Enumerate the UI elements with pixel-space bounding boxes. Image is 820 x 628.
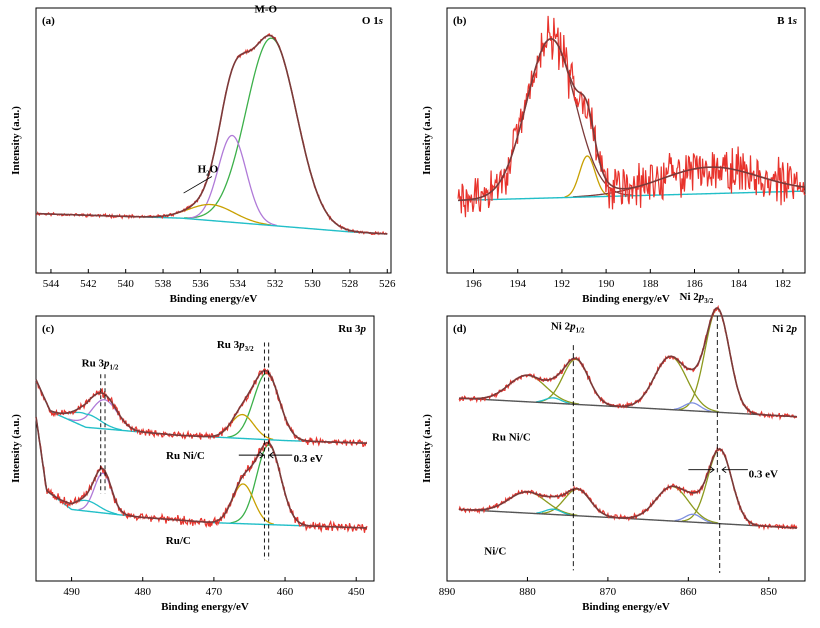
x-tick-label: 450	[348, 586, 365, 598]
x-tick-label: 490	[63, 586, 80, 598]
panel-label: (c)	[42, 323, 55, 335]
annotation-label: Ru Ni/C	[492, 432, 531, 444]
annotation-label: Ru/C	[166, 535, 191, 547]
shift-arrow-left	[721, 466, 748, 474]
annotation-label: 0.3 eV	[294, 453, 323, 465]
fit-envelope-line	[459, 448, 798, 529]
annotation-arrow	[183, 176, 213, 194]
fit-envelope-line	[35, 416, 367, 529]
x-tick-label: 526	[379, 278, 396, 290]
fit-envelope-line	[35, 369, 367, 444]
raw-data-line	[458, 445, 798, 531]
spectrum-label: Ni 2p	[772, 323, 797, 335]
fit-envelope-line	[459, 307, 798, 418]
fit-envelope-line	[458, 38, 806, 202]
x-tick-label: 542	[80, 278, 97, 290]
annotation-label: Ni 2p1/2	[551, 320, 585, 334]
annotation-label: Ni/C	[484, 546, 506, 558]
fit-component-peak	[536, 397, 571, 405]
x-tick-label: 536	[192, 278, 209, 290]
fit-component-peak	[187, 134, 278, 227]
x-tick-label: 192	[554, 278, 571, 290]
x-tick-label: 194	[509, 278, 526, 290]
annotation-label: M-O	[255, 4, 278, 16]
fit-component-peak	[564, 155, 611, 198]
plot-frame	[446, 315, 806, 582]
x-tick-label: 538	[155, 278, 172, 290]
annotation-label: Ru 3p3/2	[217, 339, 254, 353]
x-tick-label: 870	[600, 586, 617, 598]
x-tick-label: 850	[761, 586, 778, 598]
annotation-label: Ru 3p1/2	[82, 357, 119, 371]
plot-frame	[35, 315, 375, 582]
x-tick-label: 182	[775, 278, 792, 290]
x-tick-label: 544	[43, 278, 60, 290]
x-tick-label: 890	[439, 586, 456, 598]
raw-data-line	[35, 417, 368, 533]
x-axis-label: Binding energy/eV	[582, 293, 670, 305]
background-line	[35, 416, 367, 529]
y-axis-label: Intensity (a.u.)	[10, 414, 22, 483]
panel-label: (d)	[453, 323, 467, 335]
annotation-label: Ni 2p3/2	[680, 291, 714, 305]
plot-frame	[446, 7, 806, 274]
x-tick-label: 534	[230, 278, 247, 290]
spectrum-label: O 1s	[362, 15, 383, 27]
raw-data-line	[35, 368, 368, 448]
x-tick-label: 460	[277, 586, 294, 598]
x-tick-label: 190	[598, 278, 615, 290]
x-tick-label: 470	[206, 586, 223, 598]
shift-arrow-left	[268, 451, 293, 459]
panel-c-ru3p: 490 480 470 460 450 (c) Ru 3p Binding energy/eV…	[10, 315, 375, 613]
plot-frame	[35, 7, 392, 274]
spectrum-label: B 1s	[777, 15, 797, 27]
annotation-label: Ru Ni/C	[166, 450, 205, 462]
y-axis-label: Intensity (a.u.)	[421, 106, 433, 175]
shift-arrow-right	[238, 451, 265, 459]
fit-component-peak	[468, 38, 634, 201]
x-tick-label: 880	[519, 586, 536, 598]
fit-component-peak	[622, 355, 720, 413]
x-tick-label: 196	[465, 278, 482, 290]
spectrum-label: Ru 3p	[338, 323, 366, 335]
x-axis-label: Binding energy/eV	[582, 601, 670, 613]
x-tick-label: 528	[342, 278, 359, 290]
fit-component-peak	[673, 402, 712, 412]
x-tick-label: 860	[680, 586, 697, 598]
annotation-label: H2O	[198, 163, 219, 177]
x-tick-label: 540	[117, 278, 134, 290]
x-axis-label: Binding energy/eV	[170, 293, 258, 305]
y-axis-label: Intensity (a.u.)	[10, 106, 22, 175]
panel-b-b1s: 196 194 192 190 188 186 184 182 (b) B 1s Binding e…	[421, 7, 806, 305]
background-line	[459, 397, 798, 418]
background-line	[35, 212, 388, 235]
x-tick-label: 184	[730, 278, 747, 290]
fit-component-peak	[674, 513, 712, 524]
background-line	[35, 379, 367, 444]
x-tick-label: 530	[304, 278, 321, 290]
x-axis-label: Binding energy/eV	[161, 601, 249, 613]
annotation-label: 0.3 eV	[749, 469, 778, 481]
background-line	[458, 190, 806, 202]
y-axis-label: Intensity (a.u.)	[421, 414, 433, 483]
raw-data-line	[457, 15, 806, 218]
x-tick-label: 532	[267, 278, 284, 290]
panel-a-o1s: 544 542 540 538 536 534 532 530 528 526 (a) O 1s Bin…	[10, 4, 396, 305]
raw-data-line	[458, 304, 798, 421]
fit-envelope-line	[35, 34, 388, 235]
panel-label: (b)	[453, 15, 467, 27]
panel-d-ni2p: 890 880 870 860 850 (d) Ni 2p Binding energy/eV…	[421, 291, 806, 613]
fit-component-peak	[536, 508, 571, 516]
x-tick-label: 186	[686, 278, 703, 290]
panel-label: (a)	[42, 15, 55, 27]
fit-component-peak	[184, 37, 359, 233]
x-tick-label: 188	[642, 278, 659, 290]
shift-arrow-right	[688, 466, 715, 474]
x-tick-label: 480	[134, 586, 151, 598]
